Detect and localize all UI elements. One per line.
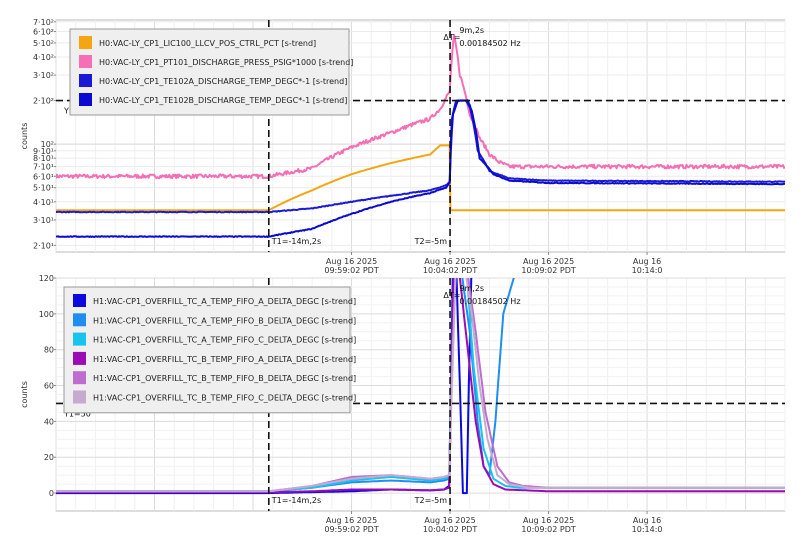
legend-swatch-2 [79, 55, 92, 68]
y-tick-label: 6·10¹ [33, 172, 54, 181]
y-tick-label: 80 [44, 346, 54, 355]
legend-swatch-6 [73, 390, 86, 404]
legend-swatch-1 [73, 294, 86, 307]
series-line-6 [56, 278, 785, 493]
legend-entry-1: H1:VAC-CP1_OVERFILL_TC_A_TEMP_FIFO_A_DEL… [93, 297, 356, 306]
legend-swatch-5 [73, 371, 86, 385]
legend-swatch-4 [73, 351, 86, 365]
x-tick-label: 10:04:02 PDT [423, 266, 477, 275]
legend: H0:VAC-LY_CP1_LIC100_LLCV_POS_CTRL_PCT [… [69, 28, 353, 116]
delta-t-value: 9m,2s [459, 26, 484, 35]
y-tick-label: 120 [39, 274, 54, 283]
x-tick-label: Aug 16 [633, 257, 661, 266]
x-tick-label: Aug 16 2025 [523, 257, 574, 266]
series-line-4 [56, 99, 785, 238]
x-tick-label: Aug 16 [633, 516, 661, 525]
legend-swatch-3 [73, 332, 86, 346]
legend-entry-1: H0:VAC-LY_CP1_LIC100_LLCV_POS_CTRL_PCT [… [99, 39, 316, 48]
x-tick-label: Aug 16 2025 [326, 257, 377, 266]
delta-t-label: ΔT= [443, 291, 460, 300]
x-tick-label: Aug 16 2025 [523, 516, 574, 525]
y-tick-label: 100 [39, 310, 54, 319]
cursor-t2-label: T2=-5m [414, 237, 448, 246]
legend-box [69, 28, 350, 116]
delta-t-frequency: 0.00184502 Hz [459, 297, 520, 306]
x-tick-label: Aug 16 2025 [326, 516, 377, 525]
y-tick-label: 3·10¹ [33, 216, 54, 225]
y-tick-label: 10² [41, 140, 54, 149]
cursor-t1-label: T1=-14m,2s [271, 237, 321, 246]
y-tick-label: 4·10¹ [33, 198, 54, 207]
legend-entry-6: H1:VAC-CP1_OVERFILL_TC_B_TEMP_FIFO_C_DEL… [93, 394, 356, 403]
cursor-t2-label: T2=-5m [414, 496, 448, 505]
legend-swatch-3 [79, 74, 92, 87]
legend: H1:VAC-CP1_OVERFILL_TC_A_TEMP_FIFO_A_DEL… [63, 286, 356, 414]
delta-t-frequency: 0.00184502 Hz [459, 39, 520, 48]
x-tick-label: Aug 16 2025 [424, 516, 475, 525]
y-tick-label: 40 [44, 417, 54, 426]
legend-swatch-1 [79, 36, 92, 49]
series-group [56, 33, 785, 238]
x-tick-label: 10:14:0 [632, 266, 663, 275]
y-tick-label: 0 [49, 489, 54, 498]
legend-entry-3: H1:VAC-CP1_OVERFILL_TC_A_TEMP_FIFO_C_DEL… [93, 336, 356, 345]
x-tick-label: 10:14:0 [632, 525, 663, 534]
y-tick-label: 5·10¹ [33, 184, 54, 193]
legend-box [63, 286, 351, 414]
y-tick-label: 6·10² [33, 27, 54, 36]
delta-t-label: ΔT= [443, 33, 460, 42]
series-line-3 [56, 99, 785, 214]
legend-swatch-4 [79, 93, 92, 106]
x-tick-label: 10:09:02 PDT [521, 525, 575, 534]
x-tick-label: Aug 16 2025 [424, 257, 475, 266]
series-line-1 [56, 144, 785, 212]
y-tick-label: 3·10² [33, 71, 54, 80]
y-tick-label: 2·10² [33, 97, 54, 106]
legend-entry-2: H0:VAC-LY_CP1_PT101_DISCHARGE_PRESS_PSIG… [99, 58, 353, 67]
y-tick-label: 2·10¹ [33, 241, 54, 250]
x-tick-label: 10:09:02 PDT [521, 266, 575, 275]
y-tick-label: 7·10¹ [33, 163, 54, 172]
series-group [56, 278, 785, 495]
cursor-y-label: Y1=50 [63, 409, 91, 418]
y-tick-label: 9·10¹ [33, 147, 54, 156]
delta-t-value: 9m,2s [459, 284, 484, 293]
y-tick-label: 20 [44, 453, 54, 462]
plot-panel-1: 2·10¹ 3·10¹ 4·10¹ 5·10¹ 6·10¹7·10¹8·10¹9·10¹… [20, 18, 786, 275]
y-tick-label: 4·10² [33, 53, 54, 62]
x-tick-label: 10:04:02 PDT [423, 525, 477, 534]
y-tick-label: 8·10¹ [33, 154, 54, 163]
y-axis-label: counts [20, 123, 29, 150]
legend-entry-4: H0:VAC-LY_CP1_TE102B_DISCHARGE_TEMP_DEGC… [99, 96, 347, 105]
y-tick-label: 5·10² [33, 39, 54, 48]
cursor-t1-label: T1=-14m,2s [271, 496, 321, 505]
legend-entry-2: H1:VAC-CP1_OVERFILL_TC_A_TEMP_FIFO_B_DEL… [93, 316, 356, 325]
legend-swatch-2 [73, 313, 86, 327]
legend-entry-5: H1:VAC-CP1_OVERFILL_TC_B_TEMP_FIFO_B_DEL… [93, 374, 356, 383]
y-axis-label: counts [20, 381, 29, 408]
legend-entry-3: H0:VAC-LY_CP1_TE102A_DISCHARGE_TEMP_DEGC… [99, 77, 347, 86]
legend-entry-4: H1:VAC-CP1_OVERFILL_TC_B_TEMP_FIFO_A_DEL… [93, 355, 356, 364]
y-tick-label: 7·10² [33, 18, 54, 27]
x-tick-label: 09:59:02 PDT [324, 525, 378, 534]
y-tick-label: 60 [44, 382, 54, 391]
x-tick-label: 09:59:02 PDT [324, 266, 378, 275]
series-line-2 [56, 33, 785, 180]
